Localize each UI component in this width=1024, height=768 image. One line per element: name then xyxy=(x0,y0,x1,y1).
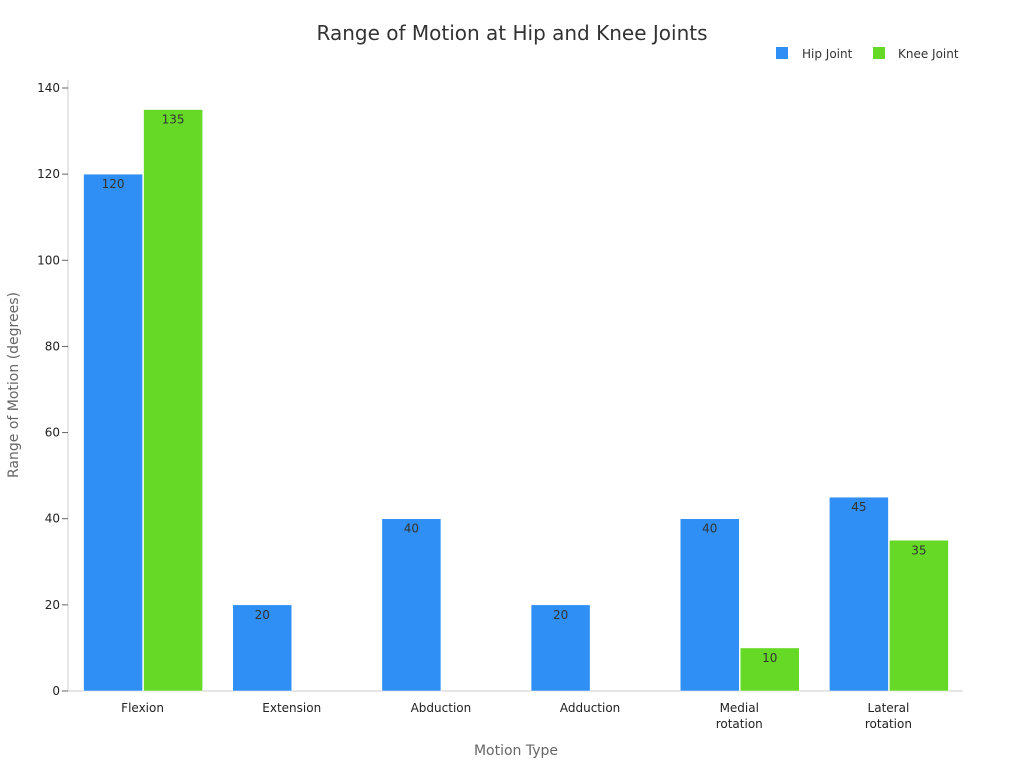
bar-hip-joint xyxy=(83,173,143,692)
bar-knee-joint xyxy=(889,540,949,692)
x-tick-label: Extension xyxy=(262,701,321,715)
bar-hip-joint xyxy=(232,604,292,692)
chart-title: Range of Motion at Hip and Knee Joints xyxy=(316,21,707,45)
bar-hip-joint xyxy=(530,604,591,692)
legend-label: Knee Joint xyxy=(898,47,959,61)
bars-group xyxy=(83,109,949,692)
x-tick-label: Lateral rotation xyxy=(865,701,912,731)
bar-hip-joint xyxy=(829,496,889,692)
y-tick-label: 120 xyxy=(37,167,60,181)
data-label: 45 xyxy=(851,500,866,514)
y-tick-label: 80 xyxy=(45,339,60,353)
bar-hip-joint xyxy=(381,518,442,692)
x-tick-label: Flexion xyxy=(121,701,164,715)
data-label: 40 xyxy=(404,522,419,536)
x-axis-title: Motion Type xyxy=(474,743,558,759)
data-label: 40 xyxy=(702,522,717,536)
data-label: 20 xyxy=(255,608,270,622)
bar-hip-joint xyxy=(680,518,740,692)
y-tick-label: 40 xyxy=(45,512,60,526)
y-tick-label: 20 xyxy=(45,598,60,612)
y-tick-label: 60 xyxy=(45,426,60,440)
y-tick-label: 140 xyxy=(37,81,60,95)
data-label: 120 xyxy=(102,177,125,191)
axes: 0 20 40 60 80 100 120 140 Flexion Extension Abduct… xyxy=(37,80,963,731)
data-label: 20 xyxy=(553,608,568,622)
x-tick-label: Abduction xyxy=(411,701,472,715)
data-label: 35 xyxy=(911,543,926,557)
bar-knee-joint xyxy=(740,647,800,692)
y-tick-label: 0 xyxy=(52,684,60,698)
data-label: 135 xyxy=(162,113,185,127)
legend: Hip Joint Knee Joint xyxy=(776,47,959,61)
x-tick-label: Adduction xyxy=(560,701,620,715)
y-tick-label: 100 xyxy=(37,253,60,267)
data-labels-group: 120 135 20 40 20 40 10 45 35 xyxy=(102,113,927,665)
bar-knee-joint xyxy=(143,109,203,692)
legend-swatch xyxy=(873,47,885,59)
legend-swatch xyxy=(776,47,788,59)
legend-label: Hip Joint xyxy=(802,47,853,61)
x-tick-label: Medial rotation xyxy=(716,701,763,731)
data-label: 10 xyxy=(762,651,777,665)
y-axis-title: Range of Motion (degrees) xyxy=(6,292,22,478)
